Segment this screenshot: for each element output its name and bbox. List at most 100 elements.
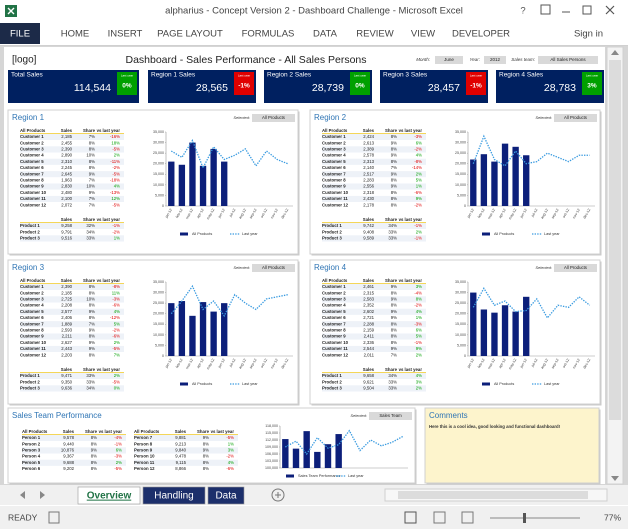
filter-box[interactable] (484, 56, 506, 64)
table-row-change: -3% (114, 454, 122, 459)
normal-view-button[interactable] (404, 511, 417, 524)
bar (210, 311, 217, 356)
table-row-share: 7% (89, 196, 95, 201)
sheet-tab[interactable]: Handling (154, 491, 193, 502)
close-button[interactable] (605, 5, 615, 15)
table-header: Sales (363, 217, 375, 222)
table-row-bg (134, 434, 238, 442)
table-row-sales: 9,791 (61, 229, 72, 234)
selected-box[interactable] (554, 264, 597, 272)
ribbon-tab[interactable]: FILE (10, 29, 30, 40)
y-tick-label: 10,000 (153, 183, 164, 187)
selected-box[interactable] (252, 264, 295, 272)
table-row-sales: 9,589 (363, 236, 374, 241)
restore-ribbon-button[interactable] (540, 4, 551, 15)
ribbon-tab[interactable]: FORMULAS (242, 29, 295, 40)
dashboard-title: Dashboard - Sales Performance - All Sale… (125, 54, 366, 66)
table-row-bg (20, 283, 124, 291)
table-row-name: Customer 12 (322, 352, 349, 357)
zoom-thumb[interactable] (523, 513, 526, 523)
filter-label: Month: (416, 57, 431, 62)
horizontal-scroll-thumb[interactable] (398, 491, 588, 499)
y-tick-label: 109,000 (265, 445, 278, 449)
table-header: Share (385, 217, 398, 222)
filter-box[interactable] (538, 56, 598, 64)
bar (480, 154, 488, 206)
ribbon-tab[interactable]: DEVELOPER (452, 29, 510, 40)
table-row-bg (20, 133, 124, 141)
table-row-sales: 2,313 (363, 159, 374, 164)
bar (512, 146, 519, 206)
table-row-share: 32% (86, 223, 95, 228)
ribbon-tab[interactable]: DATA (313, 29, 338, 40)
ribbon-tab[interactable]: HOME (61, 29, 90, 40)
help-button[interactable]: ? (520, 6, 525, 17)
filter-box[interactable] (435, 56, 463, 64)
bar (189, 142, 196, 206)
bar (512, 311, 519, 356)
filter-value: 2012 (490, 57, 501, 62)
page-layout-view-button[interactable] (433, 511, 446, 524)
selected-label: Selected: (233, 115, 250, 120)
table-row-share: 8% (391, 196, 397, 201)
tab-nav-arrows[interactable] (20, 491, 45, 499)
table-row-sales: 2,424 (363, 134, 374, 139)
ribbon-tab[interactable]: VIEW (411, 29, 435, 40)
sign-in[interactable]: Sign in (574, 29, 603, 40)
table-row-name: Customer 2 (20, 290, 44, 295)
table-row-bg (20, 327, 124, 334)
bar (523, 155, 530, 206)
sheet-tab-bg[interactable] (142, 486, 206, 505)
sheet-tab-bg[interactable] (207, 486, 245, 505)
bar (168, 303, 175, 356)
line-series (285, 429, 403, 456)
table-row-name: Customer 4 (20, 153, 44, 158)
table-row-sales: 2,245 (61, 165, 72, 170)
bar (501, 305, 509, 356)
page-break-view-button[interactable] (461, 511, 474, 524)
sheet-tab[interactable]: Data (215, 491, 237, 502)
table-row-change: -6% (112, 334, 120, 339)
table-row-name: Person 2 (22, 441, 41, 446)
table-header: vs last year (97, 278, 121, 283)
table-row-name: Person 3 (22, 448, 41, 453)
sheet-tab[interactable]: Overview (87, 491, 132, 502)
kpi-change: 0% (355, 83, 365, 90)
ribbon-tab[interactable]: REVIEW (356, 29, 394, 40)
table-row-bg (134, 441, 238, 448)
selected-box[interactable] (252, 114, 295, 122)
macro-record-icon[interactable] (48, 511, 60, 524)
table-row-share: 8% (203, 454, 209, 459)
table-row-sales: 1,963 (61, 178, 72, 183)
table-row-change: -5% (112, 379, 120, 384)
bar (221, 303, 228, 356)
table-row-name: Customer 1 (20, 284, 44, 289)
kpi-value: 28,739 (312, 82, 344, 94)
selected-box[interactable] (554, 114, 597, 122)
table-row-share: 8% (89, 159, 95, 164)
ribbon-tab[interactable]: INSERT (108, 29, 143, 40)
kpi-value: 28,783 (544, 82, 576, 94)
ribbon-tab[interactable]: PAGE LAYOUT (157, 29, 223, 40)
table-row-sales: 2,721 (363, 315, 374, 320)
table-row-sales: 2,593 (61, 328, 72, 333)
x-tick-label: may-12 (508, 208, 517, 220)
table-row-bg (20, 164, 124, 172)
table-row-share: 9% (391, 184, 397, 189)
region-title: Region 4 (314, 263, 347, 272)
x-tick-label: jan-12 (466, 358, 475, 370)
sheet-tab-bg[interactable] (77, 486, 141, 505)
table-row-share: 8% (91, 460, 97, 465)
selected-box[interactable] (369, 412, 412, 420)
maximize-button[interactable] (582, 5, 592, 15)
x-tick-label: jun-12 (217, 208, 226, 220)
table-row-change: -12% (110, 315, 120, 320)
line-series (472, 134, 590, 167)
new-sheet-button[interactable] (271, 488, 285, 502)
x-tick-label: feb-12 (175, 358, 184, 369)
scroll-thumb[interactable] (609, 60, 621, 420)
table-row-change: 4% (114, 184, 120, 189)
table-row-share: 9% (391, 284, 397, 289)
table-header: Share (83, 128, 96, 133)
kpi-label: Region 4 Sales (499, 72, 544, 79)
